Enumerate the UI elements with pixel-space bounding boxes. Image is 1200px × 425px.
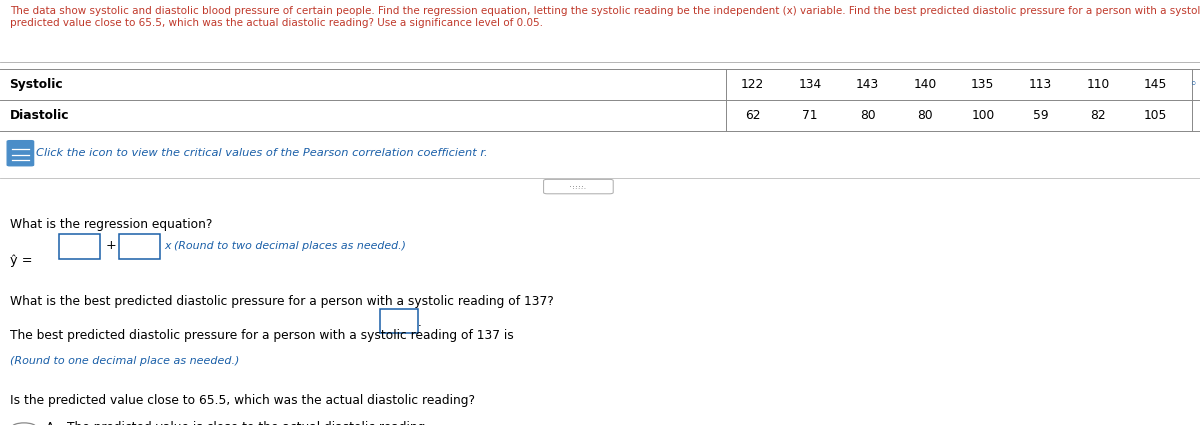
Text: 82: 82 <box>1090 109 1106 122</box>
FancyBboxPatch shape <box>380 309 418 333</box>
Text: 140: 140 <box>913 78 937 91</box>
FancyBboxPatch shape <box>119 234 160 259</box>
Text: Diastolic: Diastolic <box>10 109 70 122</box>
Text: 71: 71 <box>803 109 817 122</box>
Text: Click the icon to view the critical values of the Pearson correlation coefficien: Click the icon to view the critical valu… <box>36 148 487 159</box>
Text: ŷ =: ŷ = <box>10 254 32 267</box>
Text: 105: 105 <box>1144 109 1168 122</box>
Text: What is the regression equation?: What is the regression equation? <box>10 218 212 231</box>
Text: ◦: ◦ <box>1189 78 1196 91</box>
Text: 100: 100 <box>971 109 995 122</box>
Text: 113: 113 <box>1028 78 1052 91</box>
Text: 62: 62 <box>745 109 760 122</box>
Text: 135: 135 <box>971 78 995 91</box>
Text: 110: 110 <box>1086 78 1110 91</box>
Text: .....: ..... <box>569 179 583 189</box>
Text: 80: 80 <box>917 109 934 122</box>
Text: The data show systolic and diastolic blood pressure of certain people. Find the : The data show systolic and diastolic blo… <box>10 6 1200 17</box>
Text: predicted value close to 65.5, which was the actual diastolic reading? Use a sig: predicted value close to 65.5, which was… <box>10 18 542 28</box>
Text: 145: 145 <box>1144 78 1168 91</box>
Text: 80: 80 <box>859 109 876 122</box>
FancyBboxPatch shape <box>544 179 613 194</box>
FancyBboxPatch shape <box>7 141 34 166</box>
Text: 122: 122 <box>740 78 764 91</box>
Text: The predicted value is close to the actual diastolic reading.: The predicted value is close to the actu… <box>67 421 430 425</box>
Text: .: . <box>418 317 421 329</box>
Text: A.: A. <box>46 421 58 425</box>
Text: Systolic: Systolic <box>10 78 64 91</box>
Text: x (Round to two decimal places as needed.): x (Round to two decimal places as needed… <box>164 241 407 251</box>
Text: The best predicted diastolic pressure for a person with a systolic reading of 13: The best predicted diastolic pressure fo… <box>10 329 514 343</box>
Text: What is the best predicted diastolic pressure for a person with a systolic readi: What is the best predicted diastolic pre… <box>10 295 553 308</box>
Text: +: + <box>106 239 116 252</box>
Text: (Round to one decimal place as needed.): (Round to one decimal place as needed.) <box>10 356 239 366</box>
Text: 143: 143 <box>856 78 880 91</box>
Text: 59: 59 <box>1032 109 1049 122</box>
FancyBboxPatch shape <box>59 234 100 259</box>
Text: .....: ..... <box>572 182 587 191</box>
Text: 134: 134 <box>798 78 822 91</box>
Text: Is the predicted value close to 65.5, which was the actual diastolic reading?: Is the predicted value close to 65.5, wh… <box>10 394 475 407</box>
